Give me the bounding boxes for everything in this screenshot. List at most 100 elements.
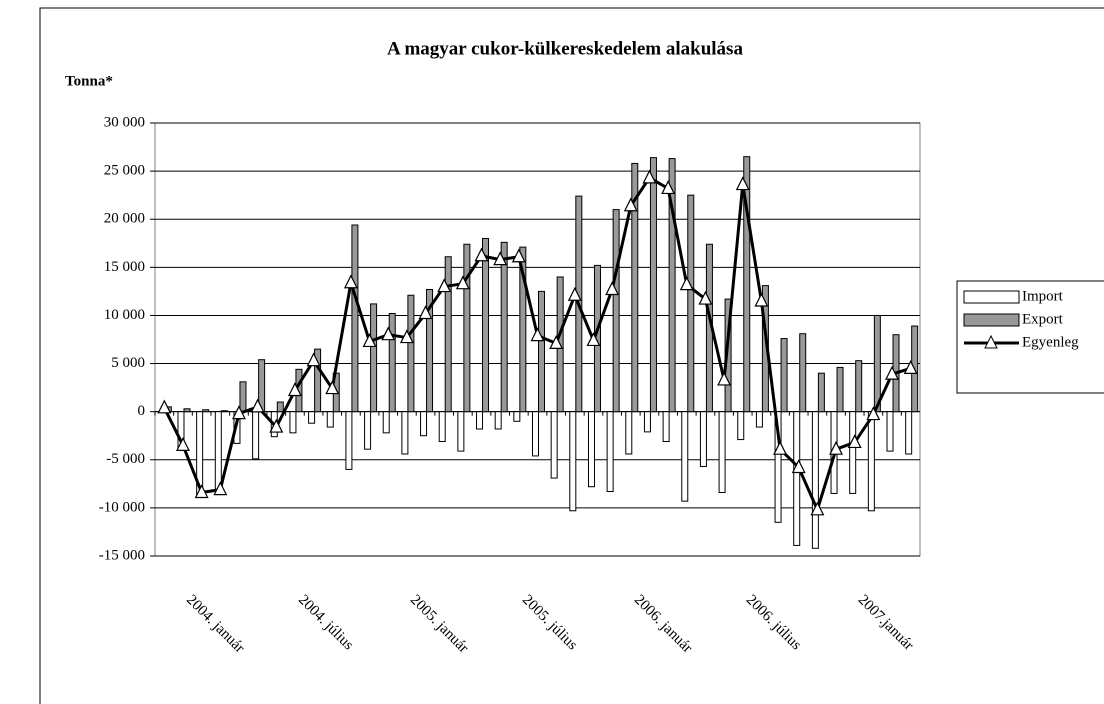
bar	[388, 313, 396, 413]
bar	[836, 366, 844, 413]
marker	[530, 327, 545, 342]
marker	[343, 274, 358, 289]
bar	[625, 411, 633, 455]
marker	[885, 365, 899, 380]
bar	[793, 411, 801, 546]
bar	[774, 411, 782, 523]
bar	[886, 411, 894, 452]
x-tick-label: 2004. július	[295, 592, 357, 654]
bar	[500, 241, 508, 413]
bar	[401, 411, 409, 455]
marker	[605, 281, 620, 296]
marker	[623, 197, 638, 212]
marker	[176, 437, 190, 451]
y-tick-label: 30 000	[104, 114, 145, 130]
bar	[308, 411, 316, 424]
bar	[718, 411, 726, 493]
bar	[220, 410, 228, 413]
bar	[519, 246, 527, 413]
marker	[399, 329, 414, 344]
marker	[586, 332, 601, 347]
bar	[351, 224, 359, 413]
marker	[754, 292, 769, 307]
x-tick-label: 2006. július	[743, 592, 805, 654]
marker	[847, 434, 862, 449]
marker	[567, 286, 582, 301]
marker	[661, 180, 676, 195]
legend-marker	[984, 334, 998, 349]
bar	[370, 303, 378, 413]
bar	[699, 411, 707, 468]
marker	[231, 405, 246, 420]
bar	[612, 209, 620, 413]
bar	[811, 411, 819, 549]
marker	[437, 278, 452, 293]
marker	[866, 406, 881, 421]
bar	[569, 411, 577, 512]
marker	[474, 247, 489, 262]
bar	[407, 294, 415, 413]
bar	[538, 290, 545, 413]
bar	[252, 411, 260, 460]
bar	[482, 237, 490, 413]
x-tick-label: 2005. július	[519, 592, 581, 654]
marker	[791, 459, 806, 474]
bar	[780, 338, 788, 413]
bar	[550, 411, 558, 479]
bar	[214, 411, 222, 492]
bar	[426, 288, 434, 413]
y-tick-label: 15 000	[104, 259, 145, 275]
bar	[276, 401, 284, 413]
legend-label: Egyenleg	[1022, 334, 1079, 350]
bar	[799, 333, 807, 413]
bar	[326, 411, 334, 428]
marker	[493, 251, 508, 266]
bar	[668, 158, 676, 413]
bar	[476, 411, 484, 430]
bar	[314, 348, 322, 413]
marker	[306, 352, 321, 367]
bar	[183, 408, 191, 413]
bar	[817, 372, 825, 413]
marker	[511, 248, 526, 263]
y-axis-title: Tonna*	[65, 73, 113, 89]
bar	[457, 411, 465, 452]
legend-swatch	[963, 290, 1020, 304]
bar	[687, 194, 695, 413]
bar	[737, 411, 745, 441]
bar	[606, 411, 614, 493]
marker	[362, 333, 377, 348]
marker	[213, 481, 228, 496]
bar	[649, 157, 657, 413]
bar	[202, 409, 210, 413]
legend-label: Import	[1022, 288, 1064, 304]
bar	[463, 243, 471, 413]
y-tick-label: 10 000	[104, 307, 145, 323]
marker	[903, 360, 918, 374]
bar	[743, 156, 751, 413]
marker	[698, 290, 713, 305]
bar	[382, 411, 390, 434]
marker	[455, 275, 470, 290]
bar	[867, 411, 875, 512]
x-tick-label: 2006. január	[631, 592, 695, 656]
bar	[364, 411, 372, 450]
marker	[642, 169, 657, 184]
marker	[157, 399, 172, 414]
bar	[513, 411, 521, 422]
marker	[325, 380, 340, 395]
y-tick-label: -10 000	[99, 499, 145, 515]
legend-swatch	[963, 313, 1020, 327]
bar	[587, 411, 595, 488]
marker	[418, 305, 433, 320]
y-tick-label: -15 000	[99, 547, 145, 563]
marker	[679, 276, 694, 291]
x-tick-label: 2004. január	[183, 592, 247, 656]
bar	[532, 411, 539, 457]
marker	[810, 501, 825, 516]
bar	[662, 411, 670, 442]
marker	[717, 371, 732, 386]
marker	[287, 382, 302, 397]
